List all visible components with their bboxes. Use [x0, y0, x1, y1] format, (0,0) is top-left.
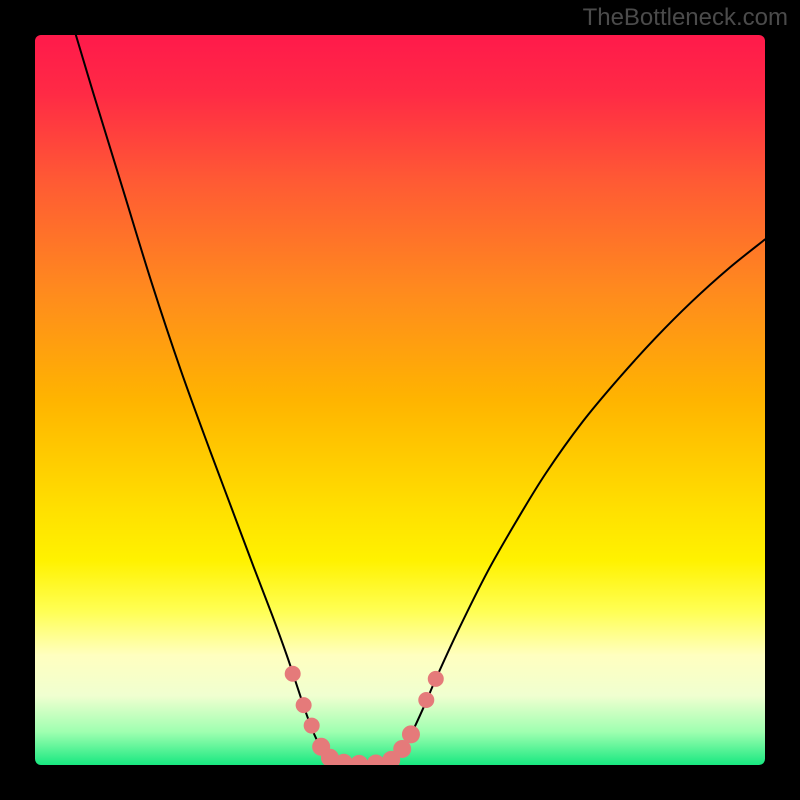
curve-marker: [418, 692, 434, 708]
curve-marker: [428, 671, 444, 687]
curve-marker: [304, 718, 320, 734]
curve-marker: [285, 666, 301, 682]
curve-marker: [296, 697, 312, 713]
watermark-text: TheBottleneck.com: [583, 4, 788, 31]
bottleneck-curve-chart: TheBottleneck.com: [0, 0, 800, 800]
curve-marker: [402, 725, 420, 743]
plot-background-gradient: [35, 35, 765, 765]
